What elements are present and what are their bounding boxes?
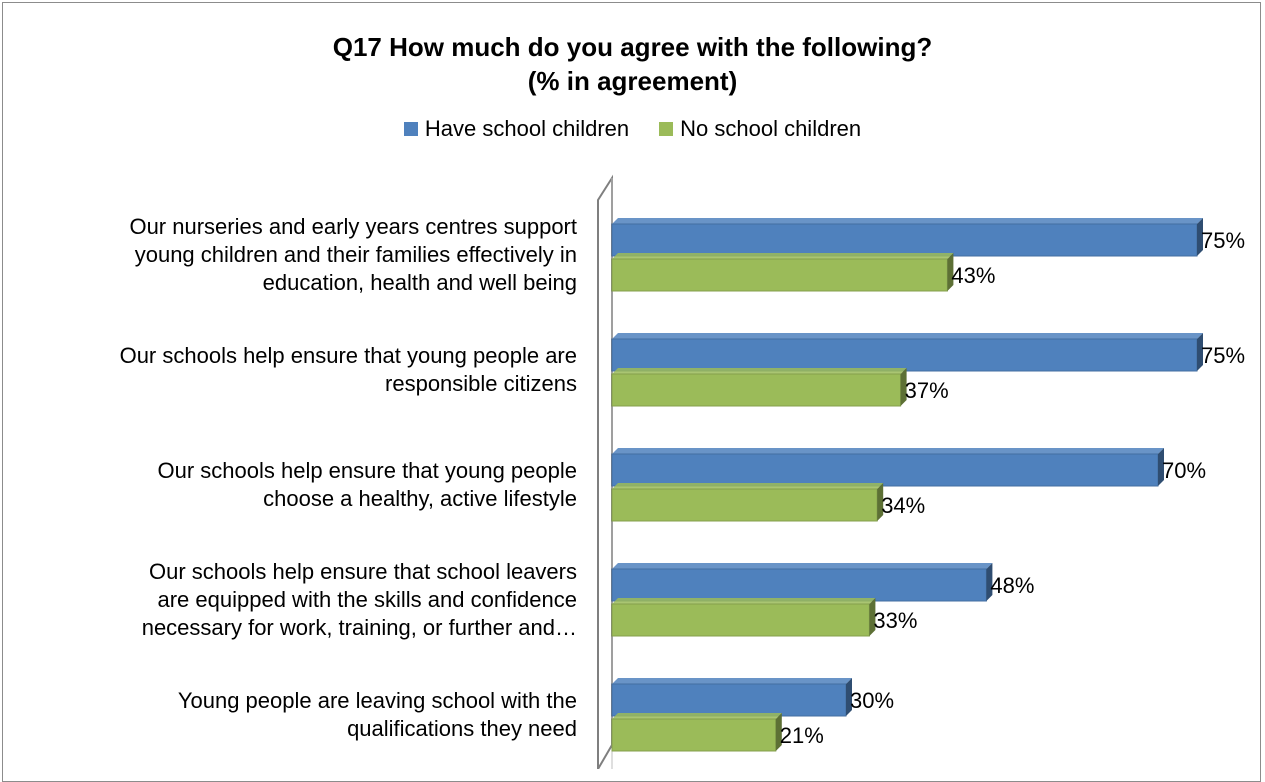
category-label-line: qualifications they need: [347, 716, 577, 741]
chart-title-line-1: Q17 How much do you agree with the follo…: [332, 32, 933, 62]
chart-title-line-2: (% in agreement): [527, 66, 738, 96]
category-label-line: responsible citizens: [385, 371, 577, 396]
category-label: Young people are leaving school with the…: [178, 687, 577, 743]
category-label: Our schools help ensure that young peopl…: [157, 457, 577, 513]
bar-top-no: [612, 713, 782, 719]
data-label: 37%: [905, 378, 949, 403]
data-label: 30%: [850, 688, 894, 713]
data-label: 33%: [873, 608, 917, 633]
category-label-line: Our schools help ensure that young peopl…: [157, 458, 577, 483]
category-label: Our schools help ensure that young peopl…: [120, 342, 577, 398]
bar-top-have: [612, 563, 993, 569]
legend-swatch-have-school-children: [403, 122, 418, 136]
data-label: 34%: [881, 493, 925, 518]
bar-side-have: [846, 678, 852, 716]
bar-side-no: [775, 713, 782, 751]
bar-top-have: [612, 448, 1164, 454]
legend-label-have-school-children: Have school children: [424, 116, 630, 141]
bar-have: [611, 453, 1159, 487]
data-label: 70%: [1162, 458, 1206, 483]
bar-no: [611, 488, 878, 522]
bar-no: [611, 258, 948, 292]
bar-top-have: [612, 218, 1203, 224]
bar-have: [611, 683, 847, 717]
bar-top-no: [612, 483, 884, 489]
bar-no: [611, 718, 777, 752]
legend: Have school children No school children: [0, 116, 1265, 142]
data-label: 75%: [1201, 343, 1245, 368]
bar-have: [611, 568, 987, 602]
bar-side-have: [986, 563, 993, 601]
category-label-line: choose a healthy, active lifestyle: [263, 486, 577, 511]
category-label-line: young children and their families effect…: [134, 242, 577, 267]
chart-title: Q17 How much do you agree with the follo…: [0, 30, 1265, 98]
bar-side-have: [1197, 218, 1203, 256]
category-label-line: are equipped with the skills and confide…: [157, 587, 578, 612]
bar-have: [611, 338, 1198, 372]
legend-swatch-no-school-children: [659, 122, 674, 136]
bar-top-no: [612, 368, 907, 374]
bar-top-have: [612, 678, 852, 684]
bar-side-no: [869, 598, 876, 636]
data-label: 75%: [1201, 228, 1245, 253]
bar-side-no: [900, 368, 907, 406]
category-label: Our schools help ensure that school leav…: [142, 558, 577, 642]
category-label-line: Our nurseries and early years centres su…: [129, 214, 577, 239]
bar-side-no: [947, 253, 954, 291]
bar-top-no: [612, 598, 876, 604]
category-label-line: Our schools help ensure that young peopl…: [119, 343, 577, 368]
bar-side-have: [1158, 448, 1164, 486]
category-label-line: Our schools help ensure that school leav…: [148, 559, 577, 584]
legend-item-no-school-children: No school children: [659, 116, 861, 142]
bar-top-have: [612, 333, 1203, 339]
bar-have: [611, 223, 1198, 257]
bar-top-no: [612, 253, 954, 259]
category-label-line: education, health and well being: [262, 270, 577, 295]
category-label-line: necessary for work, training, or further…: [141, 615, 577, 640]
data-label: 21%: [780, 723, 824, 748]
axis-wall: [597, 174, 613, 769]
category-label: Our nurseries and early years centres su…: [129, 213, 577, 297]
bar-no: [611, 373, 902, 407]
legend-label-no-school-children: No school children: [680, 116, 862, 141]
bar-side-no: [877, 483, 884, 521]
data-label: 48%: [990, 573, 1034, 598]
category-label-line: Young people are leaving school with the: [177, 688, 577, 713]
bar-no: [611, 603, 870, 637]
legend-item-have-school-children: Have school children: [403, 116, 630, 142]
data-label: 43%: [951, 263, 995, 288]
bar-side-have: [1197, 333, 1203, 371]
